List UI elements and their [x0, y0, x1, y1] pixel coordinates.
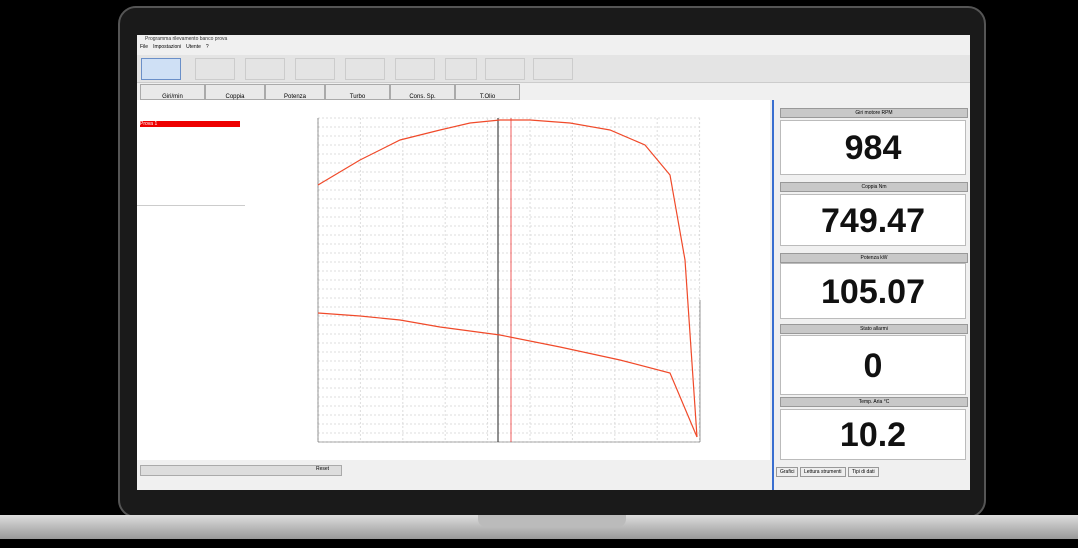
readout-label: Temp. Aria °C [780, 397, 968, 407]
toolbar [137, 55, 970, 83]
tab[interactable]: Potenza [265, 84, 325, 100]
readout-label: Potenza kW [780, 253, 968, 263]
splitter [772, 100, 774, 490]
tab[interactable]: T.Olio [455, 84, 520, 100]
bottom-tab[interactable]: Grafici [776, 467, 798, 477]
window-title: Programma rilevamento banco prova [145, 36, 227, 42]
laptop-notch [478, 515, 626, 527]
toolbar-button[interactable] [141, 58, 181, 80]
toolbar-button[interactable] [295, 58, 335, 80]
toolbar-button[interactable] [395, 58, 435, 80]
readout-value: 749.47 [780, 194, 966, 246]
tab[interactable]: Cons. Sp. [390, 84, 455, 100]
readout-label: Coppia Nm [780, 182, 968, 192]
readout-label: Giri motore RPM [780, 108, 968, 118]
menu-item[interactable]: ? [206, 44, 209, 50]
readout-value: 10.2 [780, 409, 966, 460]
readout-value: 984 [780, 120, 966, 175]
readout-value: 0 [780, 335, 966, 395]
menu-item[interactable]: Impostazioni [153, 44, 181, 50]
tab[interactable]: Coppia [205, 84, 265, 100]
toolbar-button[interactable] [485, 58, 525, 80]
chart [245, 100, 770, 460]
readout-label: Stato allarmi [780, 324, 968, 334]
left-panel: Prova 1 [137, 100, 246, 460]
menu-item[interactable]: Utente [186, 44, 201, 50]
toolbar-button[interactable] [345, 58, 385, 80]
tab[interactable]: Giri/min [140, 84, 205, 100]
menu-item[interactable]: File [140, 44, 148, 50]
bottom-controls: Reset [140, 465, 342, 476]
toolbar-button[interactable] [245, 58, 285, 80]
reset-button[interactable]: Reset [316, 466, 329, 472]
toolbar-button[interactable] [195, 58, 235, 80]
toolbar-button[interactable] [445, 58, 477, 80]
readout-value: 105.07 [780, 263, 966, 319]
bottom-tab[interactable]: Tipi di dati [848, 467, 879, 477]
screenshot: Programma rilevamento banco prova File Im… [0, 0, 1078, 548]
bottom-tab[interactable]: Lettura strumenti [800, 467, 846, 477]
list-item[interactable]: Prova 1 [140, 121, 240, 127]
tab[interactable]: Turbo [325, 84, 390, 100]
menu-bar: File Impostazioni Utente? [140, 44, 209, 50]
separator [137, 205, 245, 206]
toolbar-button[interactable] [533, 58, 573, 80]
